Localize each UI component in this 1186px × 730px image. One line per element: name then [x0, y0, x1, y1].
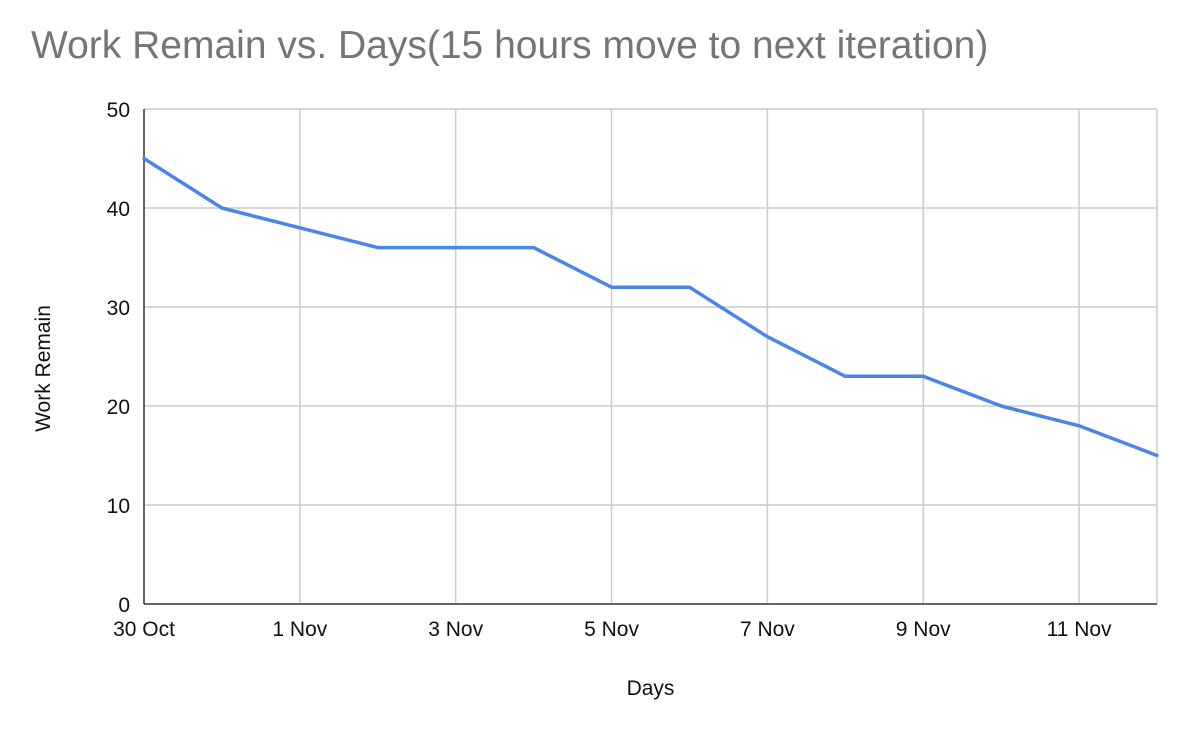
x-tick-label: 9 Nov [896, 618, 951, 641]
axes [143, 109, 1157, 605]
x-tick-label: 5 Nov [584, 618, 639, 641]
series-line [142, 156, 1159, 458]
y-tick-label: 20 [107, 396, 130, 419]
x-axis-label: Days [627, 677, 675, 700]
y-tick-label: 40 [107, 198, 130, 221]
x-tick-label: 30 Oct [113, 618, 175, 641]
tick-labels: 0 10 20 30 40 50 30 Oct 1 Nov 3 Nov 5 Nov 7 Nov 9 N… [107, 99, 1112, 641]
y-tick-label: 30 [107, 297, 130, 320]
x-tick-label: 11 Nov [1047, 618, 1112, 641]
x-tick-label: 3 Nov [428, 618, 483, 641]
series-layer [142, 156, 1159, 458]
gridlines [144, 108, 1158, 604]
y-tick-label: 50 [107, 99, 130, 122]
x-tick-label: 7 Nov [740, 618, 795, 641]
y-tick-label: 0 [118, 594, 130, 617]
x-tick-label: 1 Nov [272, 618, 327, 641]
chart-title: Work Remain vs. Days(15 hours move to ne… [31, 24, 989, 67]
y-axis-label: Work Remain [32, 305, 55, 432]
y-tick-label: 10 [107, 495, 130, 518]
